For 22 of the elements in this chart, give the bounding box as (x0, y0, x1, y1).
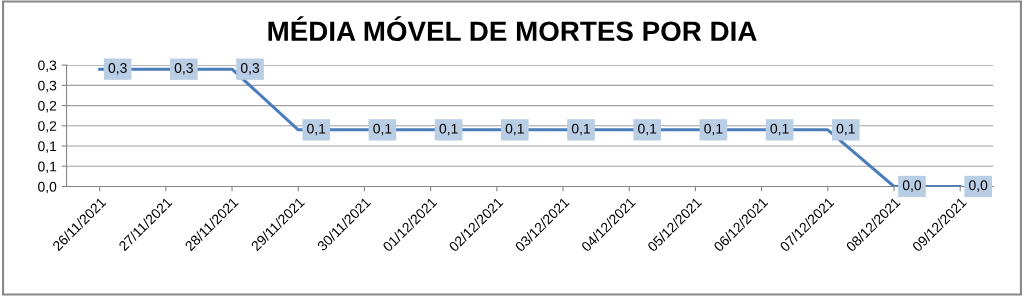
y-tick-label: 0,2 (38, 100, 57, 113)
data-label: 0,0 (969, 180, 988, 192)
y-tick-label: 0,0 (38, 181, 57, 194)
data-label: 0,1 (571, 123, 590, 136)
data-label: 0,0 (902, 180, 922, 192)
data-label: 0,1 (704, 123, 723, 136)
data-label: 0,3 (240, 63, 260, 75)
data-label: 0,1 (373, 123, 392, 136)
data-label: 0,1 (505, 123, 524, 136)
data-label: 0,1 (770, 123, 789, 136)
y-tick-label: 0,1 (38, 141, 57, 153)
data-label: 0,3 (174, 63, 193, 75)
y-tick-label: 0,3 (38, 80, 57, 93)
chart-title: MÉDIA MÓVEL DE MORTES POR DIA (268, 16, 757, 42)
data-label: 0,1 (836, 123, 855, 136)
y-tick-label: 0,1 (38, 161, 57, 174)
data-label: 0,1 (638, 123, 657, 136)
data-label: 0,3 (108, 63, 127, 75)
y-tick-label: 0,2 (38, 121, 57, 133)
data-label: 0,1 (307, 123, 326, 136)
data-label: 0,1 (439, 123, 458, 136)
y-tick-label: 0,3 (38, 60, 57, 72)
